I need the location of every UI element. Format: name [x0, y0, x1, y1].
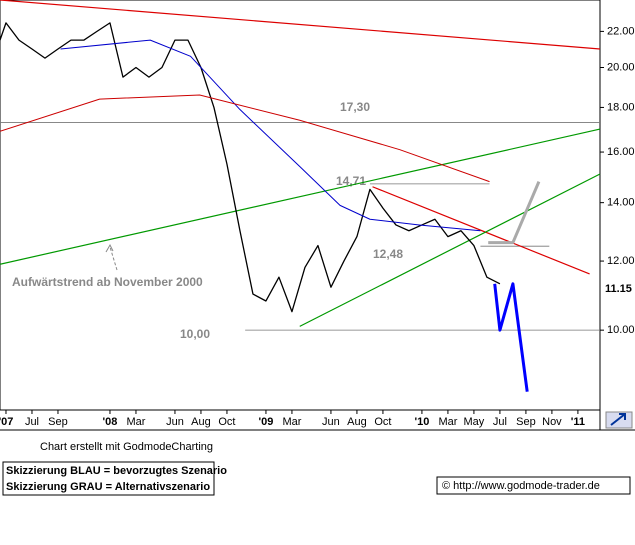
- plot-frame: [0, 0, 601, 411]
- series-line: [0, 22, 501, 313]
- x-tick-label: May: [464, 416, 485, 428]
- x-tick-label: Mar: [282, 416, 301, 428]
- credit: Chart erstellt mit GodmodeCharting: [40, 441, 213, 453]
- note: Skizzierung BLAU = bevorzugtes Szenario: [6, 465, 227, 477]
- trend-line: [299, 173, 601, 327]
- level-label: 10,00: [180, 327, 210, 341]
- series-line: [0, 94, 490, 183]
- annotation-arrowhead: [105, 243, 114, 253]
- x-tick-label: Jun: [322, 416, 340, 428]
- y-tick-label: 12.00: [607, 255, 635, 267]
- annotation-arrow: [109, 246, 118, 271]
- x-tick-label: Jul: [493, 416, 507, 428]
- x-tick-label: Mar: [438, 416, 457, 428]
- x-tick-label: '10: [414, 416, 429, 428]
- x-tick-label: '11: [571, 416, 585, 428]
- x-tick-label: Oct: [374, 416, 391, 428]
- x-tick-label: Sep: [516, 416, 536, 428]
- trend-line: [0, 0, 601, 50]
- x-tick-label: Jun: [166, 416, 184, 428]
- x-tick-label: '09: [259, 416, 274, 428]
- x-tick-label: Sep: [48, 416, 68, 428]
- trend-line: [372, 186, 590, 275]
- x-tick-label: Aug: [347, 416, 367, 428]
- series-line: [488, 181, 541, 245]
- x-tick-label: Nov: [542, 416, 562, 428]
- level-label: 17,30: [340, 100, 370, 114]
- level-label: 14,71: [336, 174, 366, 188]
- y-tick-label: 20.00: [607, 61, 635, 73]
- trend-annotation: Aufwärtstrend ab November 2000: [12, 275, 203, 289]
- x-tick-label: Jul: [25, 416, 39, 428]
- y-tick-label: 16.00: [607, 146, 635, 158]
- source-box: [436, 476, 631, 495]
- x-tick-label: '08: [103, 416, 118, 428]
- y-tick-label: 22.00: [607, 25, 635, 37]
- trend-line: [0, 128, 601, 265]
- note: Skizzierung GRAU = Alternativszenario: [6, 481, 210, 493]
- last-price: 11.15: [605, 283, 632, 295]
- notes-box: [2, 461, 215, 496]
- x-tick-label: Aug: [191, 416, 211, 428]
- y-tick-label: 18.00: [607, 101, 635, 113]
- y-tick-label: 14.00: [607, 197, 635, 209]
- x-tick-label: '07: [0, 416, 13, 428]
- series-line: [493, 282, 529, 392]
- x-tick-label: Mar: [126, 416, 145, 428]
- source: © http://www.godmode-trader.de: [442, 480, 600, 492]
- level-label: 12,48: [373, 247, 403, 261]
- icon-arrow: [610, 413, 626, 426]
- series-line: [60, 39, 481, 232]
- x-tick-label: Oct: [218, 416, 235, 428]
- y-tick-label: 10.00: [607, 324, 635, 336]
